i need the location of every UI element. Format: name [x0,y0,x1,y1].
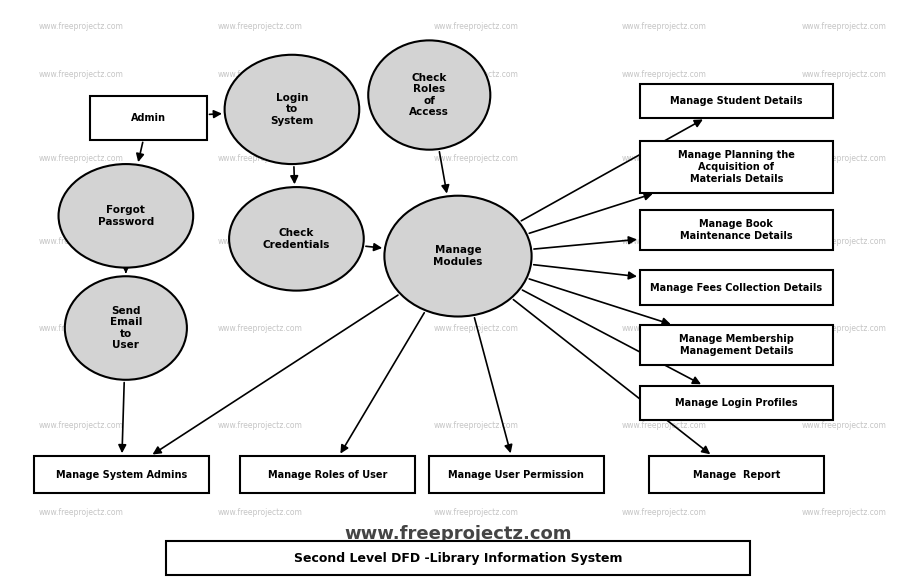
Text: www.freeprojectz.com: www.freeprojectz.com [802,421,887,430]
Text: Manage Student Details: Manage Student Details [670,96,802,106]
Bar [639,325,833,365]
Text: www.freeprojectz.com: www.freeprojectz.com [38,154,124,163]
Text: Manage Membership
Management Details: Manage Membership Management Details [679,335,794,356]
Text: www.freeprojectz.com: www.freeprojectz.com [622,237,707,246]
Text: www.freeprojectz.com: www.freeprojectz.com [802,508,887,517]
Text: www.freeprojectz.com: www.freeprojectz.com [802,22,887,31]
Text: www.freeprojectz.com: www.freeprojectz.com [38,70,124,79]
Text: www.freeprojectz.com: www.freeprojectz.com [622,508,707,517]
Text: www.freeprojectz.com: www.freeprojectz.com [433,70,518,79]
Text: www.freeprojectz.com: www.freeprojectz.com [218,323,303,332]
Text: www.freeprojectz.com: www.freeprojectz.com [38,22,124,31]
Text: www.freeprojectz.com: www.freeprojectz.com [38,421,124,430]
Ellipse shape [59,164,193,268]
Text: www.freeprojectz.com: www.freeprojectz.com [38,237,124,246]
Text: Login
to
System: Login to System [270,93,313,126]
Text: www.freeprojectz.com: www.freeprojectz.com [218,421,303,430]
Ellipse shape [368,41,490,150]
Bar [166,541,749,575]
Text: Manage Planning the
Acquisition of
Materials Details: Manage Planning the Acquisition of Mater… [678,150,795,184]
Text: Manage Book
Maintenance Details: Manage Book Maintenance Details [680,220,792,241]
Bar [34,456,209,494]
Text: www.freeprojectz.com: www.freeprojectz.com [622,323,707,332]
Text: Manage Login Profiles: Manage Login Profiles [675,398,798,408]
Bar [639,386,833,420]
Bar [429,456,604,494]
Text: www.freeprojectz.com: www.freeprojectz.com [433,323,518,332]
Text: Admin: Admin [131,113,166,123]
Text: Manage
Modules: Manage Modules [433,245,483,267]
Text: www.freeprojectz.com: www.freeprojectz.com [38,508,124,517]
Text: www.freeprojectz.com: www.freeprojectz.com [433,508,518,517]
Text: www.freeprojectz.com: www.freeprojectz.com [344,525,572,543]
Text: www.freeprojectz.com: www.freeprojectz.com [802,237,887,246]
Text: Second Level DFD -Library Information System: Second Level DFD -Library Information Sy… [294,552,622,565]
Text: Manage  Report: Manage Report [692,470,780,480]
Bar [639,271,833,305]
Ellipse shape [224,55,359,164]
Text: www.freeprojectz.com: www.freeprojectz.com [622,154,707,163]
Text: Manage System Admins: Manage System Admins [56,470,187,480]
Text: www.freeprojectz.com: www.freeprojectz.com [622,22,707,31]
Text: Check
Roles
of
Access: Check Roles of Access [409,73,449,117]
Text: Check
Credentials: Check Credentials [263,228,330,249]
Text: www.freeprojectz.com: www.freeprojectz.com [433,22,518,31]
Text: www.freeprojectz.com: www.freeprojectz.com [218,154,303,163]
Text: www.freeprojectz.com: www.freeprojectz.com [433,237,518,246]
Text: Forgot
Password: Forgot Password [98,205,154,227]
Text: Manage Fees Collection Details: Manage Fees Collection Details [650,283,823,293]
Bar [649,456,823,494]
Bar [639,83,833,118]
Text: www.freeprojectz.com: www.freeprojectz.com [802,323,887,332]
Text: www.freeprojectz.com: www.freeprojectz.com [433,421,518,430]
Text: www.freeprojectz.com: www.freeprojectz.com [218,508,303,517]
Text: www.freeprojectz.com: www.freeprojectz.com [433,154,518,163]
Text: www.freeprojectz.com: www.freeprojectz.com [218,22,303,31]
Ellipse shape [65,276,187,380]
Bar [639,141,833,193]
Ellipse shape [229,187,364,291]
Text: www.freeprojectz.com: www.freeprojectz.com [802,70,887,79]
Text: www.freeprojectz.com: www.freeprojectz.com [622,421,707,430]
Text: www.freeprojectz.com: www.freeprojectz.com [218,70,303,79]
Bar [639,210,833,250]
Text: Manage User Permission: Manage User Permission [449,470,584,480]
Text: www.freeprojectz.com: www.freeprojectz.com [218,237,303,246]
Bar [240,456,415,494]
Text: www.freeprojectz.com: www.freeprojectz.com [38,323,124,332]
Bar [90,96,207,140]
Text: Send
Email
to
User: Send Email to User [110,306,142,350]
Text: Manage Roles of User: Manage Roles of User [268,470,387,480]
Ellipse shape [385,195,531,316]
Text: www.freeprojectz.com: www.freeprojectz.com [622,70,707,79]
Text: www.freeprojectz.com: www.freeprojectz.com [802,154,887,163]
